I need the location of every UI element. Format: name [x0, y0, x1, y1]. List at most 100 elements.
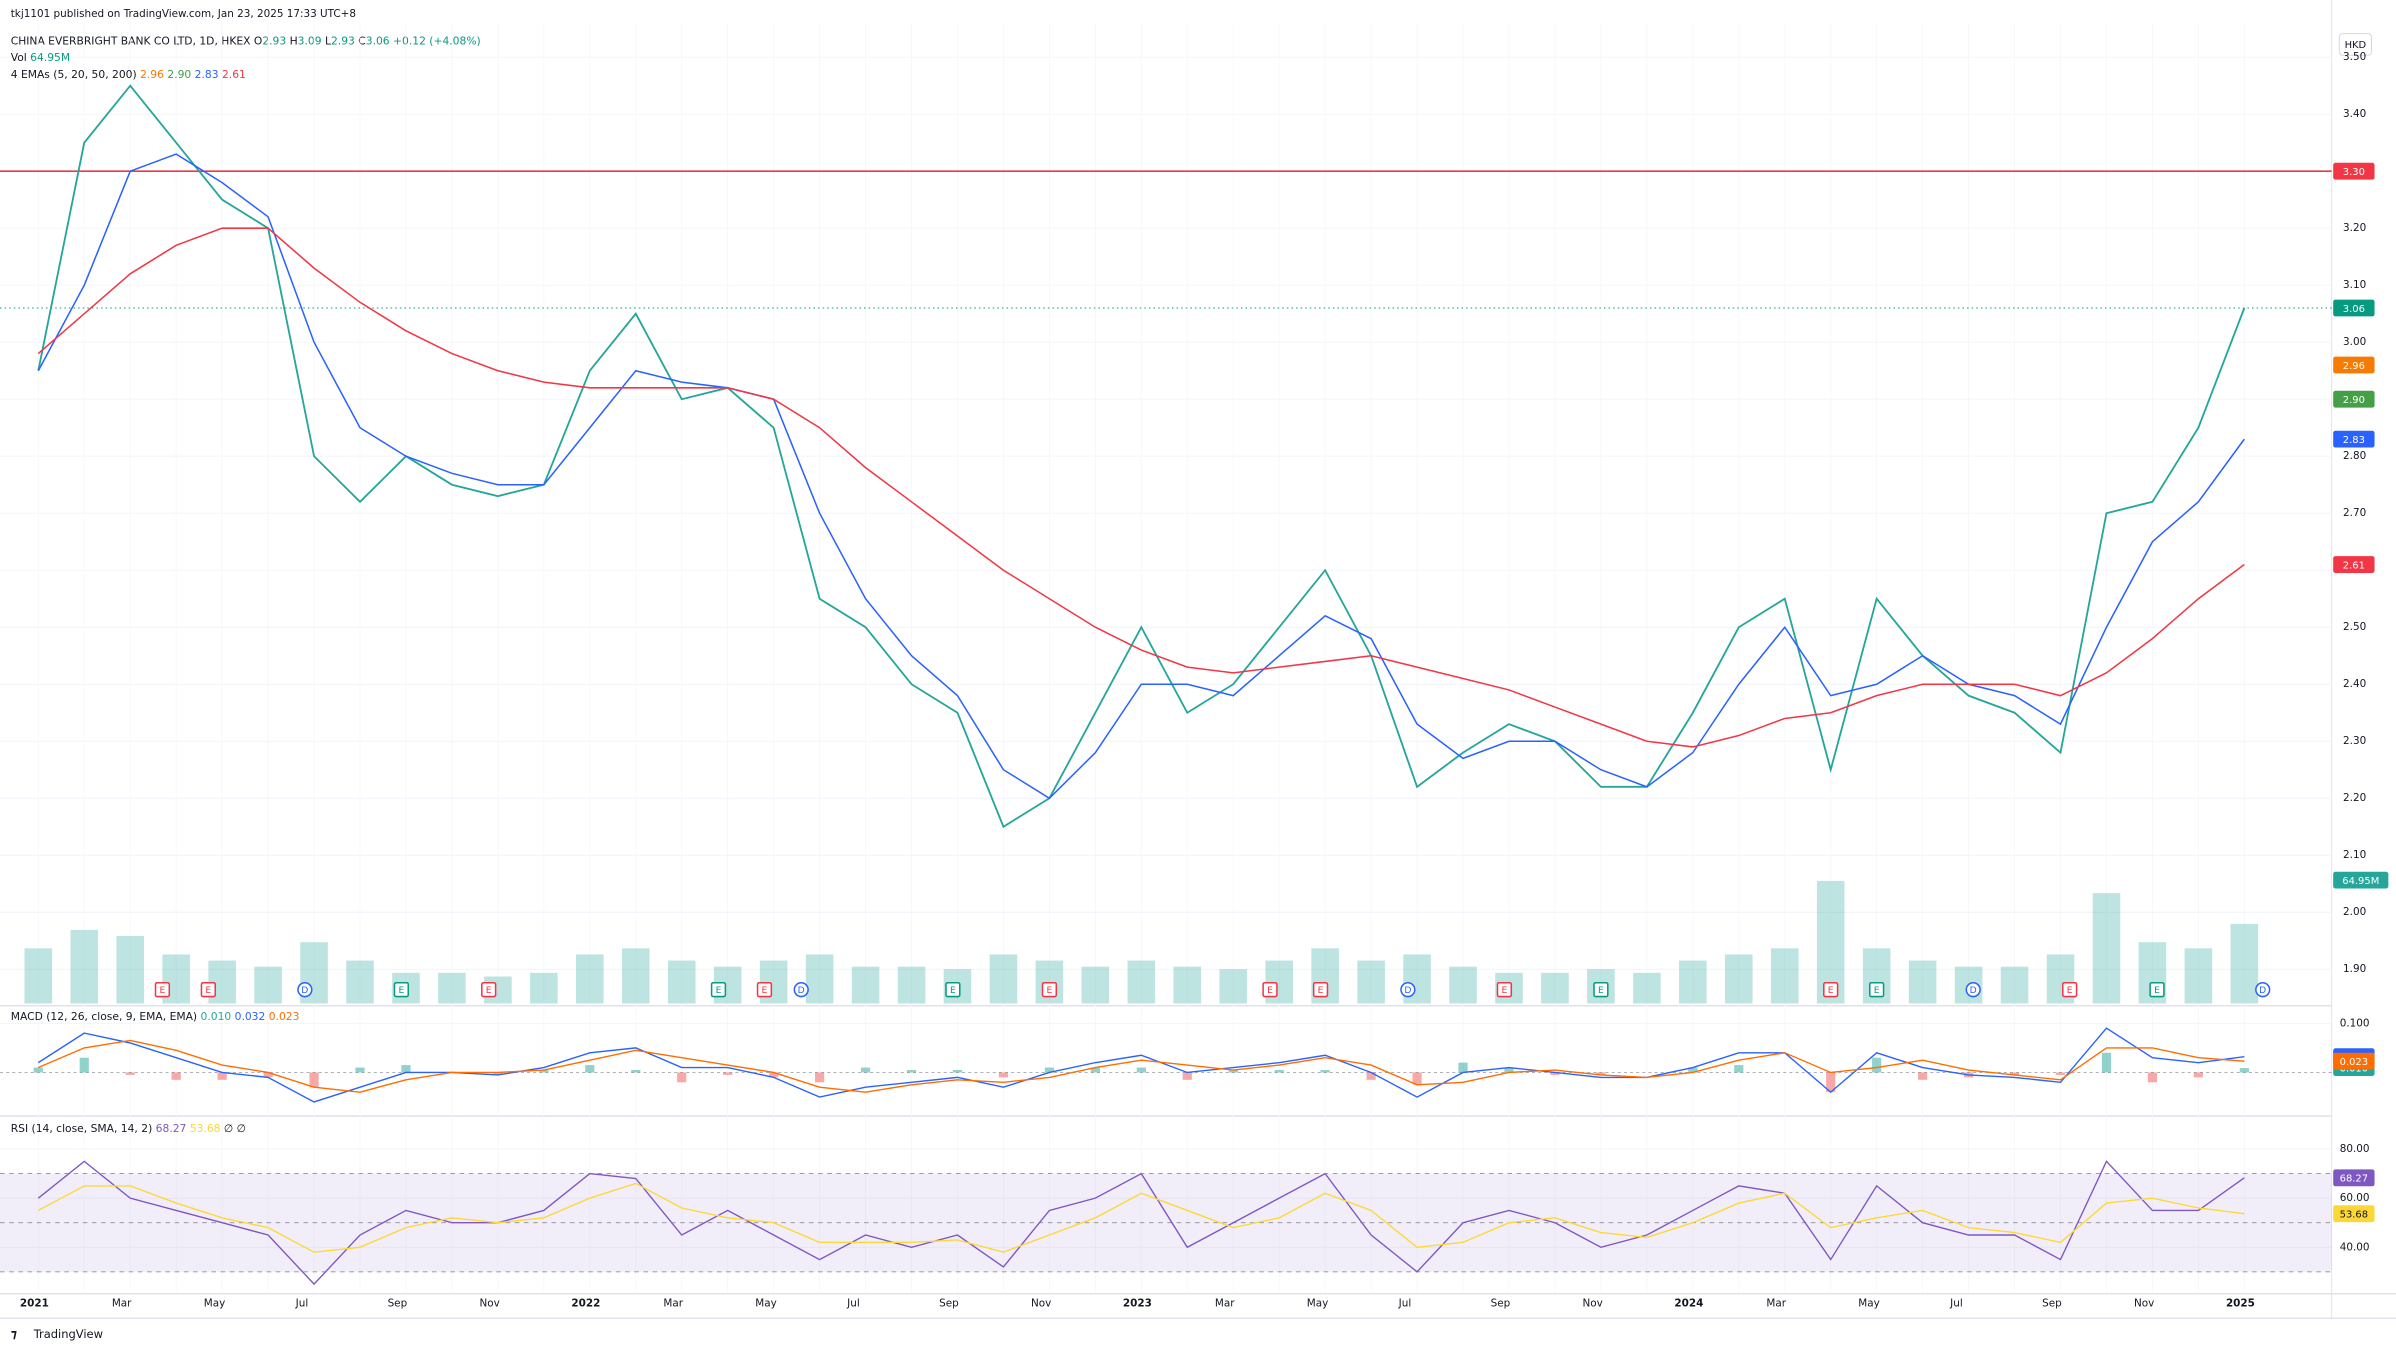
ema-label: 4 EMAs (5, 20, 50, 200): [11, 68, 137, 81]
x-tick-label: Nov: [1031, 1298, 1051, 1310]
histogram-bar: [2193, 1072, 2203, 1078]
volume-bar: [989, 954, 1018, 1004]
histogram-bar: [309, 1072, 319, 1088]
event-marker: [793, 982, 809, 998]
event-marker: [2062, 982, 2078, 998]
histogram-bar: [539, 1070, 549, 1073]
volume-bar: [1357, 960, 1385, 1004]
y-tick-label: 60.00: [2340, 1192, 2370, 1204]
histogram-bar: [33, 1067, 43, 1073]
x-tick-label: Jul: [1398, 1298, 1412, 1310]
ohlc-key: L: [325, 34, 331, 47]
histogram-bar: [2009, 1072, 2020, 1075]
legend-item: 0.023: [269, 1010, 300, 1023]
x-tick-label: 2022: [571, 1298, 600, 1310]
y-tick-label: 2.40: [2343, 678, 2366, 690]
ohlc-value: 3.09: [298, 34, 322, 47]
volume-bar: [1633, 972, 1661, 1004]
event-marker: [1869, 982, 1885, 998]
legend: RSI (14, close, SMA, 14, 2) 68.27 53.68 …: [11, 1122, 246, 1135]
histogram-bar: [401, 1065, 411, 1073]
histogram-bar: [585, 1065, 595, 1073]
histogram-bar: [677, 1072, 687, 1083]
histogram-bar: [769, 1072, 779, 1078]
volume-bar: [1541, 972, 1569, 1004]
histogram-bar: [1918, 1072, 1928, 1080]
histogram-bar: [1320, 1070, 1330, 1073]
ohlc-value: 2.93: [262, 34, 286, 47]
event-label: E: [2154, 985, 2160, 996]
event-marker: [154, 982, 171, 998]
currency-box[interactable]: [2338, 33, 2372, 56]
event-marker: [1823, 982, 1839, 998]
event-marker: [2255, 982, 2271, 998]
event-marker: [297, 982, 313, 998]
x-tick-label: Mar: [1215, 1298, 1235, 1310]
legend-item: MACD (12, 26, close, 9, EMA, EMA): [11, 1010, 197, 1023]
event-marker: [200, 982, 217, 998]
histogram-bar: [1044, 1067, 1054, 1073]
histogram-bar: [2147, 1072, 2158, 1083]
event-marker: [1965, 982, 1981, 998]
volume-bar: [851, 966, 880, 1004]
x-tick-label: Mar: [663, 1298, 683, 1310]
histogram-bar: [125, 1072, 135, 1075]
price-badge: [2333, 1052, 2375, 1070]
event-label: E: [2067, 985, 2073, 996]
volume-bar: [346, 960, 374, 1004]
x-tick-label: Jul: [295, 1298, 309, 1310]
y-tick-label: 2.80: [2343, 450, 2366, 462]
volume-bar: [576, 954, 604, 1004]
legend-item: 53.68: [190, 1122, 221, 1135]
histogram-bar: [355, 1067, 365, 1073]
series-line: [37, 1027, 2245, 1103]
event-label: E: [1828, 985, 1834, 996]
x-tick-label: May: [204, 1298, 226, 1310]
y-tick-label: 2.30: [2343, 735, 2366, 747]
currency: HKD: [2345, 40, 2367, 51]
price-badge-label: 0.023: [2340, 1057, 2368, 1068]
series-line: [37, 153, 2245, 800]
histogram-bar: [1734, 1065, 1744, 1073]
volume-bar: [1908, 960, 1937, 1004]
x-tick-label: Sep: [1491, 1298, 1511, 1310]
series-line: [37, 1182, 2245, 1253]
y-tick-label: 0.100: [2340, 1017, 2370, 1029]
event-label: D: [1404, 985, 1411, 996]
histogram-bar: [1228, 1070, 1238, 1073]
event-label: E: [1598, 985, 1604, 996]
symbol-legend: CHINA EVERBRIGHT BANK CO LTD, 1D, HKEX O…: [11, 34, 481, 47]
legend-item: 0.032: [235, 1010, 266, 1023]
event-label: E: [398, 985, 404, 996]
histogram-bar: [952, 1070, 963, 1073]
histogram-bar: [263, 1072, 273, 1078]
volume-bar: [70, 929, 99, 1004]
event-marker: [2149, 982, 2165, 998]
volume-bar: [1449, 966, 1477, 1004]
volume-bar: [2000, 966, 2029, 1004]
legend-item: 68.27: [156, 1122, 187, 1135]
event-marker: [1041, 982, 1058, 998]
volume-badge: [2333, 871, 2389, 889]
event-label: E: [950, 985, 956, 996]
volume-bar: [1724, 954, 1753, 1004]
event-marker: [1262, 982, 1278, 998]
histogram-bar: [171, 1072, 181, 1080]
change: +0.12 (+4.08%): [393, 34, 481, 47]
volume-bar: [1081, 966, 1110, 1004]
price-badge: [2333, 162, 2375, 180]
histogram-bar: [2239, 1068, 2249, 1073]
histogram-bar: [79, 1057, 89, 1073]
event-label: E: [716, 985, 722, 996]
price-badge-label: 2.83: [2343, 435, 2365, 446]
x-tick-label: Nov: [480, 1298, 500, 1310]
price-badge: [2333, 1205, 2375, 1223]
y-tick-label: 40.00: [2340, 1241, 2370, 1253]
series-line: [37, 1160, 2245, 1286]
histogram-bar: [1182, 1072, 1192, 1080]
x-tick-label: Nov: [1583, 1298, 1603, 1310]
histogram-bar: [1826, 1072, 1836, 1093]
x-tick-label: Sep: [939, 1298, 959, 1310]
